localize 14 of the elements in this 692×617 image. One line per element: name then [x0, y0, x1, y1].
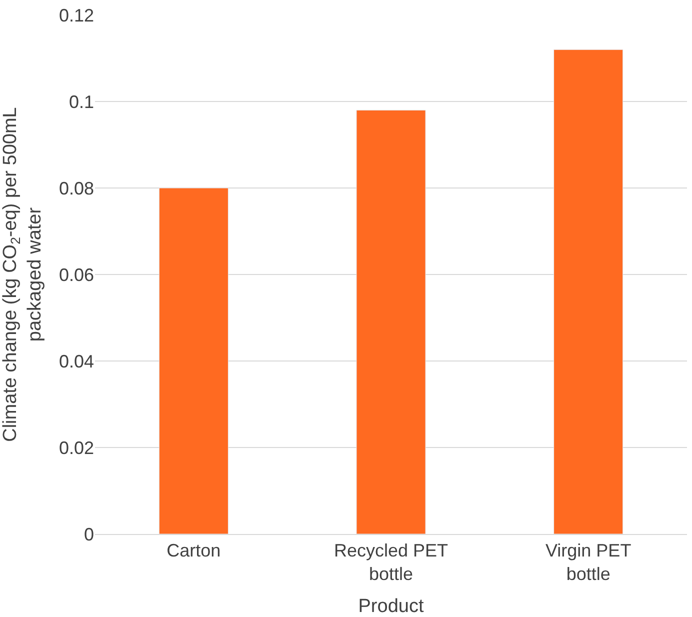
y-tick-label: 0.04 — [58, 351, 94, 372]
x-tick-label: Virgin PET bottle — [545, 540, 632, 584]
bar — [158, 188, 228, 534]
y-tick-label: 0.02 — [58, 438, 94, 458]
y-tick-label: 0.12 — [58, 5, 94, 26]
y-tick-label: 0.1 — [68, 92, 94, 112]
bar — [356, 110, 426, 534]
y-tick-label: 0.06 — [58, 264, 94, 285]
y-tick-label: 0 — [84, 524, 94, 544]
x-axis-title: Product — [358, 596, 424, 617]
bar — [554, 49, 624, 534]
y-tick-label: 0.08 — [58, 178, 94, 198]
x-tick-label: Carton — [166, 540, 221, 561]
x-tick-label: Recycled PET bottle — [334, 540, 448, 584]
